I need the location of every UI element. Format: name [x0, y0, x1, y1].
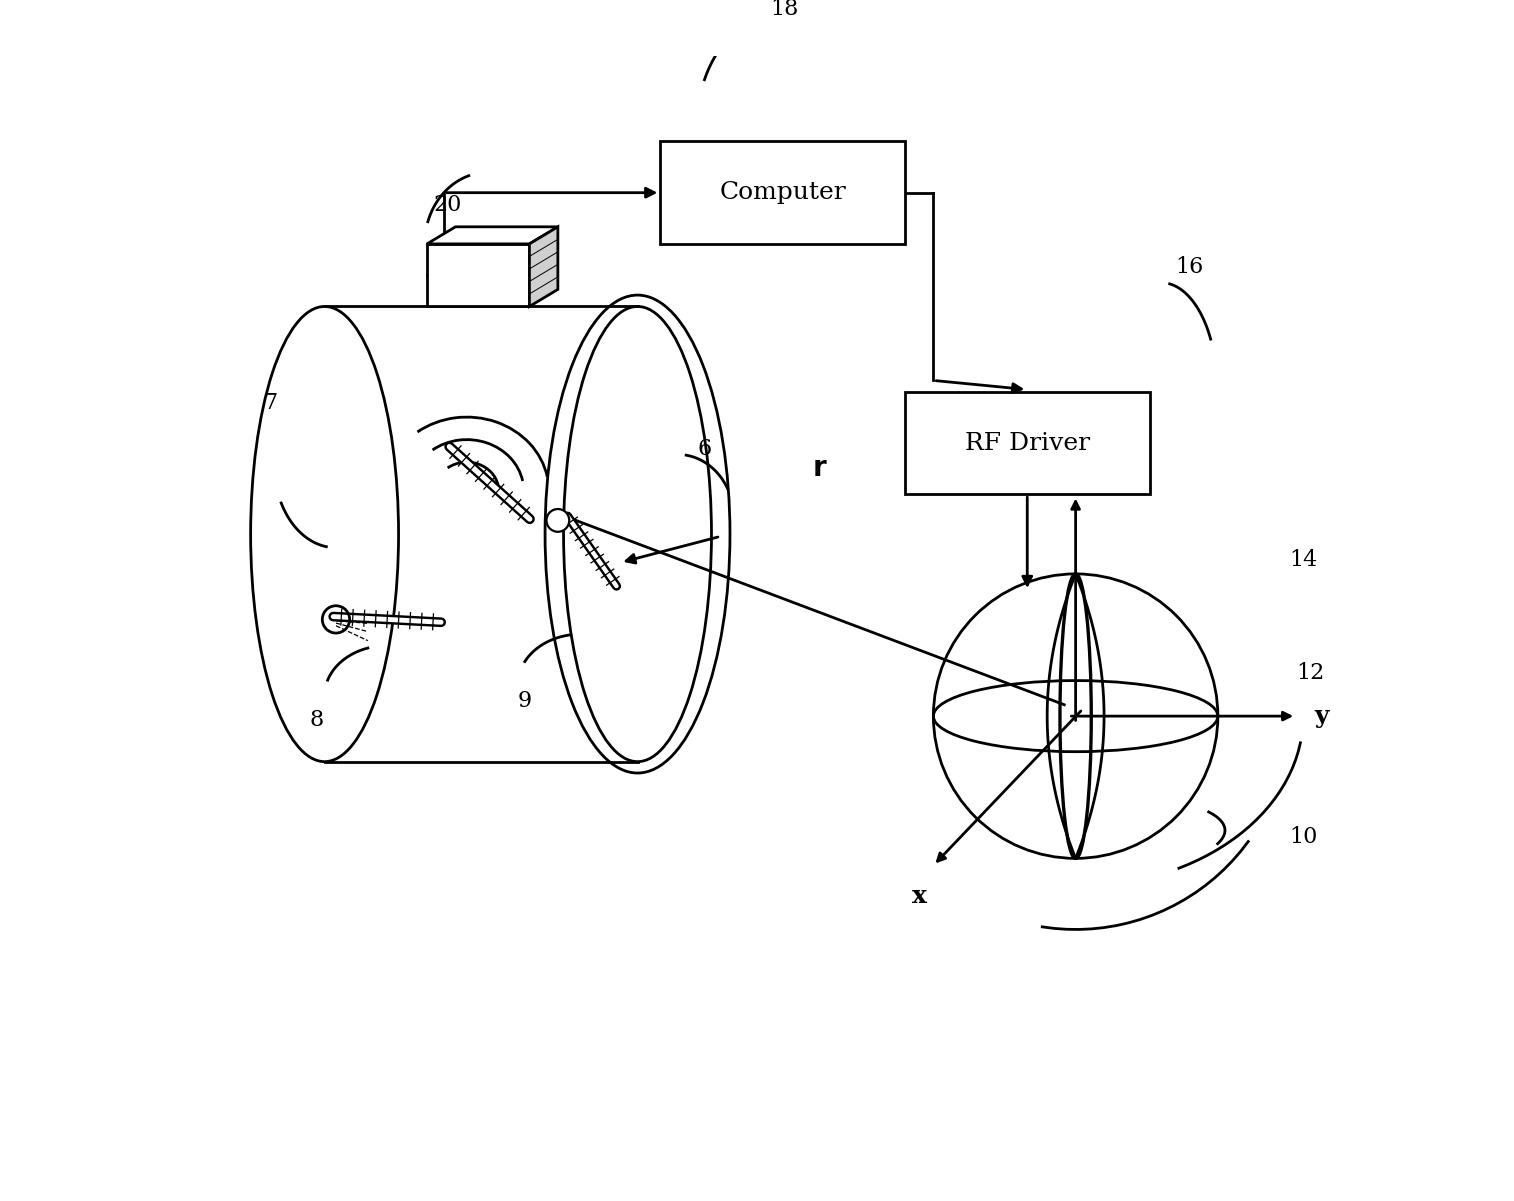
Polygon shape [530, 227, 557, 306]
Text: 9: 9 [518, 691, 531, 712]
Text: 12: 12 [1296, 663, 1325, 685]
Text: 7: 7 [263, 393, 277, 414]
Text: $\mathbf{r}$: $\mathbf{r}$ [812, 454, 827, 482]
Text: Computer: Computer [719, 181, 846, 204]
Text: x: x [911, 884, 927, 908]
Text: RF Driver: RF Driver [964, 431, 1090, 454]
Polygon shape [427, 227, 557, 244]
Text: 8: 8 [309, 709, 324, 730]
Text: z: z [1063, 453, 1076, 477]
Text: 10: 10 [1288, 826, 1317, 848]
Text: 20: 20 [433, 195, 462, 216]
Text: y: y [1314, 704, 1329, 728]
Bar [660, 142, 905, 244]
Text: 18: 18 [771, 0, 798, 20]
Text: 16: 16 [1175, 256, 1204, 279]
Text: 6: 6 [698, 438, 712, 460]
Text: 14: 14 [1288, 549, 1317, 570]
Circle shape [547, 509, 569, 532]
Polygon shape [324, 306, 637, 761]
Bar [905, 392, 1149, 495]
Bar [427, 244, 530, 306]
